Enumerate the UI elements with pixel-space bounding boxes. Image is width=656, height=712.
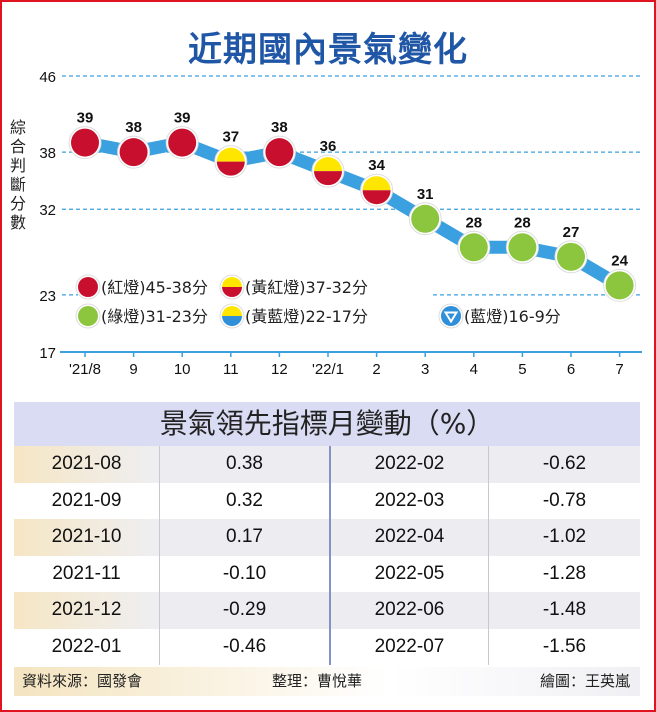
data-label: 37 <box>222 129 239 146</box>
legend-label: (綠燈)31-23分 <box>101 307 208 326</box>
x-tick-label: '22/1 <box>312 361 344 378</box>
change-cell: -0.10 <box>159 555 329 592</box>
y-tick-label: 46 <box>39 69 56 86</box>
data-point <box>119 138 148 167</box>
change-cell: -0.62 <box>487 446 640 483</box>
table-title: 景氣領先指標月變動（%） <box>14 402 640 446</box>
change-cell: 0.17 <box>159 519 329 556</box>
data-point <box>508 233 537 262</box>
table-row: 2022-01 -0.46 2022-07 -1.56 <box>14 628 640 665</box>
legend-marker-blue <box>441 306 461 326</box>
series-line <box>83 136 623 291</box>
y-tick-label: 38 <box>39 145 56 162</box>
x-tick-label: 10 <box>174 361 191 378</box>
data-point <box>71 128 99 157</box>
x-tick-label: 2 <box>372 361 380 378</box>
month-cell: 2021-10 <box>14 519 160 556</box>
change-cell: -0.78 <box>487 482 640 519</box>
data-label: 28 <box>514 214 531 231</box>
month-cell: 2021-11 <box>52 562 121 584</box>
change-cell: -0.29 <box>159 592 329 629</box>
table-row: 2021-10 0.17 2022-04 -1.02 <box>14 519 640 556</box>
y-tick-label: 32 <box>39 202 56 219</box>
y-tick-label: 17 <box>39 345 56 362</box>
month-cell: 2021-08 <box>14 446 160 483</box>
change-cell: 0.32 <box>159 482 329 519</box>
change-cell: -1.02 <box>487 519 640 556</box>
x-tick-label: '21/8 <box>69 361 101 378</box>
table-row: 2021-08 0.38 2022-02 -0.62 <box>14 446 640 483</box>
month-cell: 2022-03 <box>328 482 488 519</box>
data-point-top <box>216 147 245 162</box>
data-label: 39 <box>77 110 94 127</box>
data-label: 39 <box>174 110 191 127</box>
month-cell: 2022-05 <box>328 555 488 592</box>
data-point-bottom <box>216 161 245 176</box>
legend-marker-blue-triangle <box>443 311 459 324</box>
data-label: 36 <box>320 138 337 155</box>
x-tick-label: 7 <box>615 361 623 378</box>
month-cell: 2021-09 <box>51 489 122 511</box>
table-row: 2021-11 -0.10 2022-05 -1.28 <box>14 555 640 592</box>
month-cell: 2021-12 <box>14 592 160 629</box>
data-point-bottom <box>362 190 391 205</box>
data-point <box>265 138 294 167</box>
x-tick-label: 12 <box>271 361 288 378</box>
legend-marker-yellow-red-top <box>222 277 242 287</box>
data-label: 31 <box>417 186 434 203</box>
x-tick-label: 6 <box>567 361 575 378</box>
y-axis-label: 綜合判斷分數 <box>10 118 27 232</box>
x-tick-label: 9 <box>129 361 137 378</box>
month-cell: 2022-02 <box>328 446 488 483</box>
data-label: 38 <box>125 119 142 136</box>
data-point <box>459 233 488 262</box>
data-label: 38 <box>271 119 288 136</box>
data-point-top <box>362 176 391 191</box>
data-point <box>168 128 197 157</box>
data-point <box>411 204 440 233</box>
change-cell: -1.56 <box>487 628 640 665</box>
change-cell: -0.46 <box>159 628 329 665</box>
legend-marker-yellow-blue-top <box>222 306 242 316</box>
change-cell: -1.28 <box>487 555 640 592</box>
legend-label: (黃紅燈)37-32分 <box>245 278 368 297</box>
legend-background <box>78 265 430 335</box>
data-point <box>557 242 585 271</box>
x-tick-label: 11 <box>223 361 239 378</box>
x-tick-label: 5 <box>518 361 526 378</box>
legend-marker-red <box>78 277 98 297</box>
leading-index-table: 景氣領先指標月變動（%） 2021-08 0.38 2022-02 -0.62 2021… <box>14 402 640 665</box>
x-tick-label: 3 <box>421 361 429 378</box>
data-label: 34 <box>368 157 385 174</box>
legend-label: (黃藍燈)22-17分 <box>245 307 368 326</box>
data-label: 28 <box>465 214 482 231</box>
month-cell: 2022-04 <box>328 519 488 556</box>
legend-label: (紅燈)45-38分 <box>101 278 208 297</box>
footer: 資料來源：國發會 整理：曹悅華 繪圖：王英嵐 <box>14 667 640 696</box>
artist-credit: 繪圖：王英嵐 <box>539 672 630 690</box>
table-row: 2021-09 0.32 2022-03 -0.78 <box>14 482 640 519</box>
data-label: 27 <box>563 224 580 241</box>
legend-label: (藍燈)16-9分 <box>464 307 561 326</box>
table-row: 2021-12 -0.29 2022-06 -1.48 <box>14 592 640 629</box>
month-cell: 2022-01 <box>51 635 122 657</box>
legend-marker-yellow-blue-bottom <box>222 316 242 326</box>
x-tick-label: 4 <box>470 361 478 378</box>
change-cell: -1.48 <box>487 592 640 629</box>
month-cell: 2022-07 <box>328 628 488 665</box>
legend-marker-yellow-red-bottom <box>222 287 242 297</box>
month-cell: 2022-06 <box>328 592 488 629</box>
source-credit: 資料來源：國發會 <box>22 672 143 690</box>
change-cell: 0.38 <box>159 446 329 483</box>
data-point <box>605 271 634 300</box>
legend-marker-green <box>78 306 98 326</box>
data-point-bottom <box>314 171 342 186</box>
y-tick-label: 23 <box>39 288 56 305</box>
data-point-top <box>314 157 342 172</box>
chart-title: 近期國內景氣變化 <box>188 30 468 70</box>
data-label: 24 <box>611 252 628 269</box>
editor-credit: 整理：曹悅華 <box>272 672 363 690</box>
